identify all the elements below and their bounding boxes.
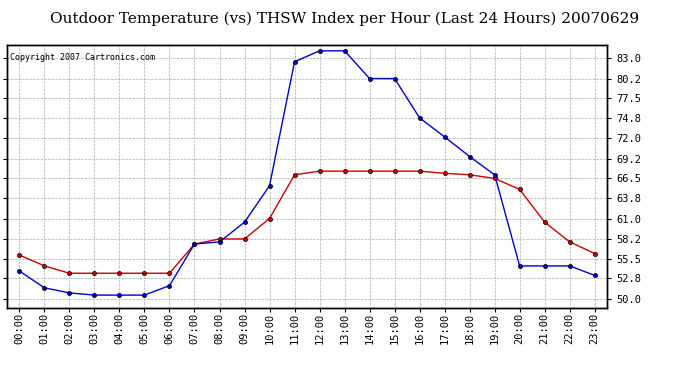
Text: Outdoor Temperature (vs) THSW Index per Hour (Last 24 Hours) 20070629: Outdoor Temperature (vs) THSW Index per … <box>50 11 640 26</box>
Text: Copyright 2007 Cartronics.com: Copyright 2007 Cartronics.com <box>10 53 155 62</box>
